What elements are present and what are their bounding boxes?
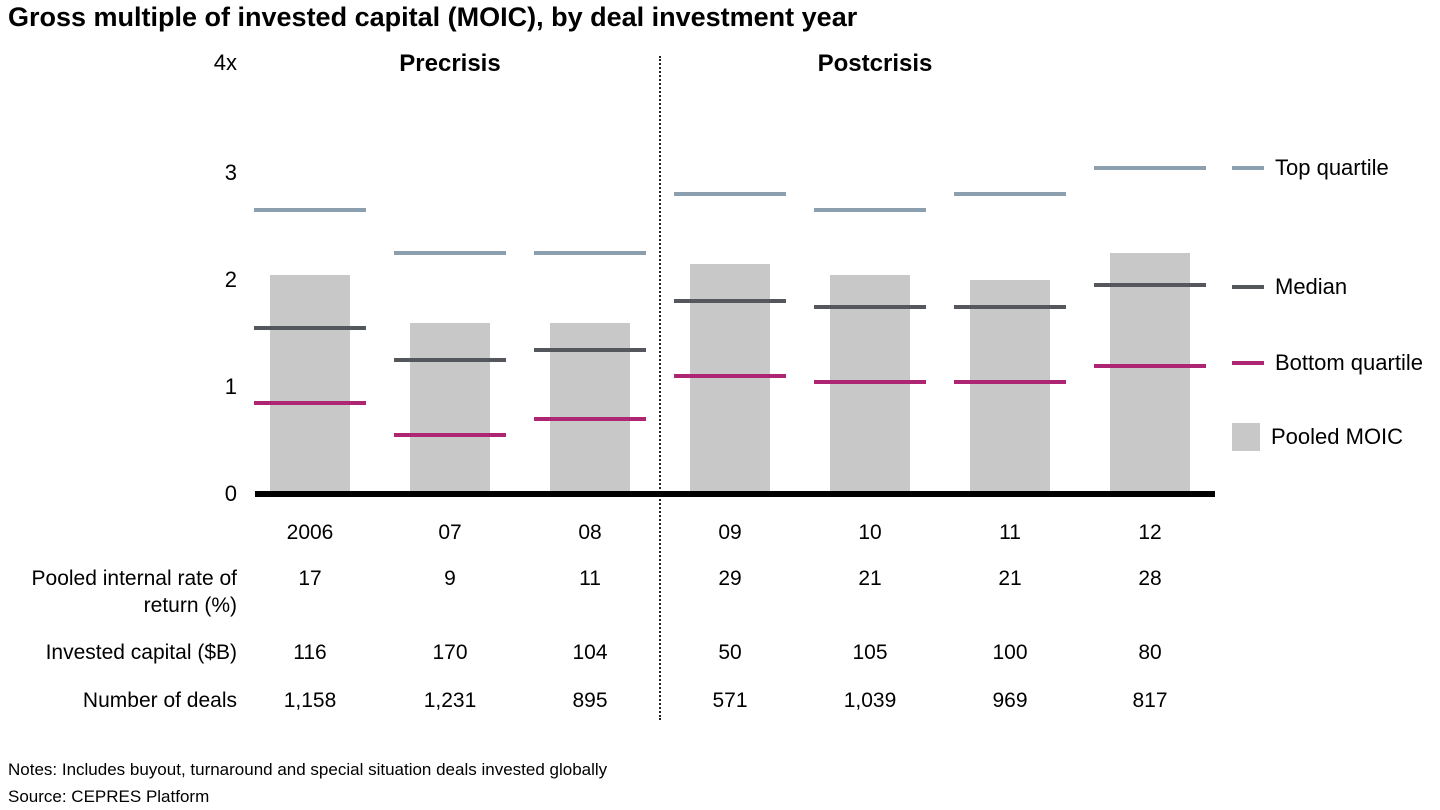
cell-pooled-internal-rate-of-return-09: 29	[718, 567, 742, 590]
x-label-12: 12	[1138, 521, 1162, 544]
median-marker-07	[394, 358, 506, 363]
cell-invested-capital-b-08: 104	[572, 641, 608, 664]
median-marker-10	[814, 304, 926, 309]
x-label-2006: 2006	[286, 521, 334, 544]
x-label-07: 07	[438, 521, 462, 544]
legend-label-top-quartile: Top quartile	[1275, 155, 1389, 180]
legend-swatch-bottom-quartile	[1232, 361, 1264, 365]
bottom-quartile-marker-09	[674, 374, 786, 379]
bottom-quartile-marker-08	[534, 417, 646, 422]
median-marker-09	[674, 299, 786, 304]
cell-pooled-internal-rate-of-return-10: 21	[858, 567, 882, 590]
section-header-postcrisis: Postcrisis	[817, 50, 933, 77]
x-label-10: 10	[858, 521, 882, 544]
bar-pooled-moic-10	[830, 274, 910, 494]
median-marker-08	[534, 347, 646, 352]
cell-number-of-deals-2006: 1,158	[283, 689, 337, 712]
top-quartile-marker-08	[534, 251, 646, 256]
top-quartile-marker-12	[1094, 165, 1206, 170]
y-axis-top-label: 4x	[213, 50, 237, 75]
x-label-09: 09	[718, 521, 742, 544]
cell-invested-capital-b-2006: 116	[293, 641, 327, 664]
top-quartile-marker-2006	[254, 208, 366, 213]
legend-swatch-median	[1232, 285, 1264, 289]
row-label-number-of-deals: Number of deals	[82, 689, 237, 712]
legend-label-bottom-quartile: Bottom quartile	[1275, 350, 1423, 375]
page-title: Gross multiple of invested capital (MOIC…	[8, 2, 858, 32]
cell-pooled-internal-rate-of-return-08: 11	[579, 567, 601, 590]
bar-pooled-moic-11	[970, 280, 1050, 494]
chart-notes: Notes: Includes buyout, turnaround and s…	[8, 760, 608, 779]
y-tick-2: 2	[224, 267, 237, 292]
cell-number-of-deals-12: 817	[1132, 689, 1168, 712]
section-header-precrisis: Precrisis	[399, 50, 501, 77]
x-label-11: 11	[999, 521, 1021, 544]
cell-number-of-deals-08: 895	[572, 689, 608, 712]
top-quartile-marker-11	[954, 192, 1066, 197]
bar-pooled-moic-12	[1110, 253, 1190, 494]
y-tick-3: 3	[224, 160, 237, 185]
top-quartile-marker-10	[814, 208, 926, 213]
bar-pooled-moic-2006	[270, 274, 350, 494]
cell-number-of-deals-10: 1,039	[843, 689, 897, 712]
cell-invested-capital-b-10: 105	[852, 641, 888, 664]
cell-pooled-internal-rate-of-return-11: 21	[998, 567, 1022, 590]
y-tick-1: 1	[224, 374, 237, 399]
cell-pooled-internal-rate-of-return-12: 28	[1138, 567, 1162, 590]
legend-item-top-quartile: Top quartile	[1232, 153, 1389, 183]
legend-item-median: Median	[1232, 272, 1347, 302]
median-marker-12	[1094, 283, 1206, 288]
cell-number-of-deals-09: 571	[712, 689, 748, 712]
row-label-pooled-internal-rate-of-return: Pooled internal rate of return (%)	[31, 567, 237, 617]
legend-item-pooled-moic: Pooled MOIC	[1232, 422, 1403, 452]
bar-pooled-moic-07	[410, 322, 490, 494]
x-axis-baseline	[255, 491, 1215, 497]
bottom-quartile-marker-10	[814, 379, 926, 384]
legend-label-median: Median	[1275, 274, 1348, 299]
y-tick-0: 0	[224, 481, 237, 506]
median-marker-11	[954, 304, 1066, 309]
bottom-quartile-marker-12	[1094, 363, 1206, 368]
bottom-quartile-marker-11	[954, 379, 1066, 384]
cell-invested-capital-b-07: 170	[432, 641, 468, 664]
cell-number-of-deals-11: 969	[992, 689, 1028, 712]
median-marker-2006	[254, 326, 366, 331]
period-divider-dotted-line	[659, 56, 661, 720]
cell-number-of-deals-07: 1,231	[423, 689, 477, 712]
legend-swatch-pooled-moic	[1232, 423, 1260, 451]
bottom-quartile-marker-2006	[254, 401, 366, 406]
cell-invested-capital-b-11: 100	[992, 641, 1028, 664]
x-label-08: 08	[578, 521, 602, 544]
legend-swatch-top-quartile	[1232, 166, 1264, 170]
top-quartile-marker-07	[394, 251, 506, 256]
cell-pooled-internal-rate-of-return-07: 9	[444, 567, 456, 590]
cell-invested-capital-b-09: 50	[718, 641, 742, 664]
top-quartile-marker-09	[674, 192, 786, 197]
legend-item-bottom-quartile: Bottom quartile	[1232, 348, 1423, 378]
bottom-quartile-marker-07	[394, 433, 506, 438]
legend-label-pooled-moic: Pooled MOIC	[1271, 424, 1404, 449]
cell-invested-capital-b-12: 80	[1138, 641, 1162, 664]
row-label-invested-capital-b: Invested capital ($B)	[45, 641, 237, 664]
chart-source: Source: CEPRES Platform	[8, 787, 210, 806]
cell-pooled-internal-rate-of-return-2006: 17	[298, 567, 322, 590]
